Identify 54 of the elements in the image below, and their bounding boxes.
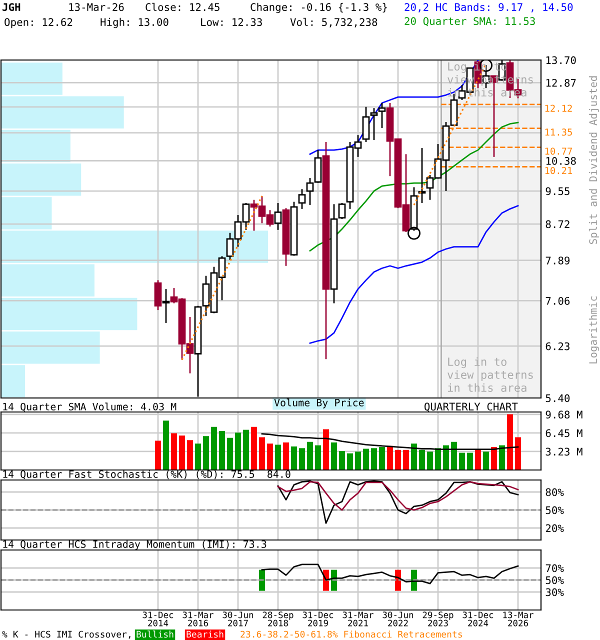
y-tick-label: 80% (546, 488, 564, 496)
text: Logarithmic (588, 296, 600, 364)
y-tick-label: 7.06 (546, 296, 570, 305)
text: Volume By Price (274, 398, 364, 408)
x-tick-label: 31-Dec 2019 (302, 612, 334, 626)
x-tick-label: 31-Dec 2014 (142, 612, 174, 626)
text: 13-Mar-26 (69, 3, 124, 12)
text: 23.6-38.2-50-61.8% Fibonacci Retracements (240, 630, 462, 638)
y-tick-label: 5.40 (546, 394, 570, 402)
x-tick-label: 31-Mar 2021 (342, 612, 374, 626)
y-tick-label: 9.55 (546, 187, 570, 196)
annotation: Log in to view patterns in this area (448, 357, 533, 392)
text: QUARTERLY CHART (424, 402, 518, 412)
y-tick-label: 8.72 (546, 220, 570, 228)
x-tick-label: 31-Dec 2024 (462, 612, 494, 626)
y-tick-label: 7.89 (546, 256, 570, 264)
y-tick-label: 50% (546, 506, 564, 514)
text: 14 Quarter SMA Volume: 4.03 M (3, 402, 176, 412)
y-tick-label: 3.23 M (546, 448, 582, 456)
text: 20 Quarter SMA: 11.53 (404, 17, 535, 26)
ref-line-label: 12.12 (545, 104, 572, 112)
y-tick-label: 50% (546, 576, 564, 584)
chart-title: 14 Quarter HCS Intraday Momentum (IMI): 73.3 (3, 540, 266, 550)
ref-line-label: 10.77 (545, 148, 572, 155)
ref-line-label: 11.35 (545, 128, 572, 136)
y-tick-label: 6.45 M (546, 429, 582, 438)
text: Bearish (186, 630, 224, 638)
chart-title: 14 Quarter Fast Stochastic (%K) (%D): 75.5 84.0 (3, 470, 290, 480)
y-tick-label: 6.23 (546, 342, 570, 350)
y-tick-label: 20% (546, 524, 564, 532)
y-tick-label: 10.38 (546, 157, 576, 165)
y-tick-label: 70% (546, 564, 564, 572)
text: Vol: 5,732,238 (290, 18, 378, 28)
text: Open: 12.62 (4, 18, 72, 28)
text: Split and Dividend Adjusted (588, 76, 600, 244)
y-tick-label: 12.87 (546, 78, 576, 87)
text: Bullish (136, 630, 174, 638)
x-tick-label: 13-Mar 2026 (503, 612, 534, 626)
x-tick-label: 30-Jun 2022 (382, 612, 414, 626)
text: Low: 12.33 (201, 18, 262, 26)
y-tick-label: 9.68 M (546, 410, 582, 419)
x-tick-label: 28-Sep 2018 (262, 612, 294, 626)
text: Change: -0.16 {-1.3 %} (250, 2, 387, 14)
text: 20,2 HC Bands: 9.17 , 14.50 (404, 2, 573, 12)
text: High: 13.00 (100, 18, 168, 28)
y-tick-label: 30% (546, 588, 564, 596)
text: JGH (2, 3, 20, 12)
x-tick-label: 30-Jun 2017 (222, 612, 254, 626)
text: Close: 12.45 (146, 2, 220, 12)
x-tick-label: 31-Mar 2016 (182, 612, 214, 626)
x-tick-label: 29-Sep 2023 (422, 612, 454, 626)
legend-title: % K - HCS IMI Crossover, (2, 630, 130, 639)
y-tick-label: 13.70 (546, 56, 576, 64)
ref-line-label: 10.21 (545, 166, 572, 174)
